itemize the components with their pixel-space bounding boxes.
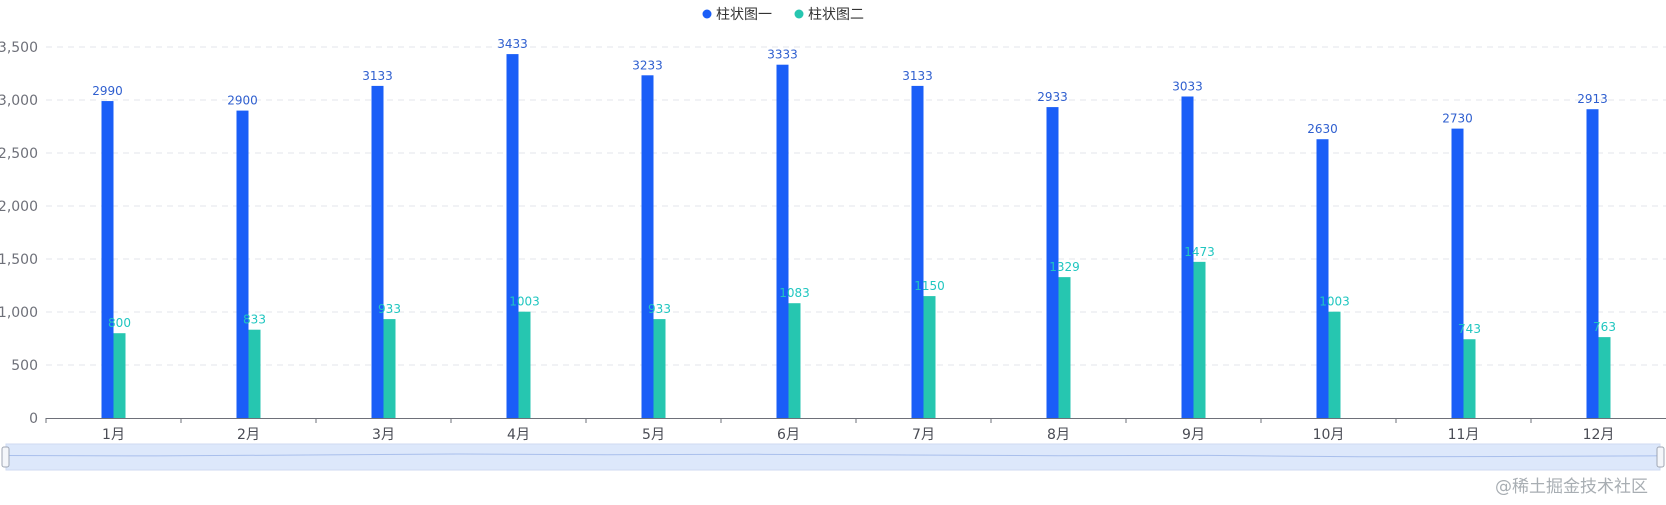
data-label-series-1: 3233 xyxy=(632,58,663,72)
x-tick-label: 2月 xyxy=(237,427,260,443)
x-tick-label: 5月 xyxy=(642,427,665,443)
data-label-series-1: 2913 xyxy=(1577,92,1608,106)
x-tick-label: 7月 xyxy=(912,427,935,443)
data-label-series-2: 1329 xyxy=(1049,260,1080,274)
bar-series-1[interactable] xyxy=(1181,96,1194,418)
x-tick-label: 12月 xyxy=(1583,427,1615,443)
bar-series-1[interactable] xyxy=(1586,109,1599,419)
data-label-series-1: 2900 xyxy=(227,94,258,108)
zoom-handle-right[interactable] xyxy=(1656,446,1665,468)
bar-series-1[interactable] xyxy=(641,75,654,418)
data-label-series-2: 800 xyxy=(108,316,131,330)
watermark: @稀土掘金技术社区 xyxy=(1495,477,1648,497)
bar-series-2[interactable] xyxy=(788,303,801,418)
legend-marker xyxy=(702,9,712,19)
y-tick-label: 1,000 xyxy=(0,305,38,321)
bar-series-1[interactable] xyxy=(236,110,249,418)
bars xyxy=(101,54,1611,419)
data-zoom-slider[interactable] xyxy=(1,443,1665,471)
bar-series-2[interactable] xyxy=(1463,339,1476,418)
bar-series-2[interactable] xyxy=(923,296,936,418)
data-label-series-2: 833 xyxy=(243,313,266,327)
data-label-series-2: 933 xyxy=(648,302,671,316)
bar-series-2[interactable] xyxy=(1193,261,1206,418)
data-label-series-1: 2730 xyxy=(1442,112,1473,126)
data-label-series-1: 2990 xyxy=(92,84,123,98)
y-tick-label: 1,500 xyxy=(0,252,38,268)
data-labels: 2990 800 2900 833 3133 933 3433 1003 3233 933 3333… xyxy=(92,37,1616,336)
x-tick-label: 4月 xyxy=(507,427,530,443)
y-tick-label: 3,500 xyxy=(0,40,38,56)
bar-series-2[interactable] xyxy=(1328,311,1341,418)
bar-series-2[interactable] xyxy=(113,333,126,418)
y-tick-label: 2,500 xyxy=(0,146,38,162)
legend-marker xyxy=(794,9,804,19)
data-label-series-2: 1150 xyxy=(914,279,945,293)
legend-label: 柱状图一 xyxy=(716,7,772,23)
data-label-series-2: 1473 xyxy=(1184,245,1215,259)
y-tick-label: 500 xyxy=(11,358,38,374)
bar-series-1[interactable] xyxy=(1451,128,1464,418)
x-tick-label: 8月 xyxy=(1047,427,1070,443)
x-axis: 1月 2月 3月 4月 5月 6月 7月 8月 9月 10月 11月 12月 xyxy=(45,418,1666,443)
bar-series-2[interactable] xyxy=(248,329,261,418)
bar-series-1[interactable] xyxy=(1046,107,1059,419)
bar-series-1[interactable] xyxy=(506,54,519,419)
y-axis: 0 500 1,000 1,500 2,000 2,500 3,000 3,500 xyxy=(0,40,38,427)
x-tick-label: 3月 xyxy=(372,427,395,443)
legend-item-1[interactable]: 柱状图一 xyxy=(702,7,773,23)
y-tick-label: 3,000 xyxy=(0,93,38,109)
data-label-series-1: 3133 xyxy=(362,69,393,83)
x-tick-label: 9月 xyxy=(1182,427,1205,443)
bar-series-2[interactable] xyxy=(1058,277,1071,418)
bar-series-2[interactable] xyxy=(518,311,531,418)
bar-series-2[interactable] xyxy=(1598,337,1611,418)
data-label-series-2: 763 xyxy=(1593,320,1616,334)
data-label-series-2: 933 xyxy=(378,302,401,316)
data-label-series-1: 3033 xyxy=(1172,80,1203,94)
data-label-series-1: 3133 xyxy=(902,69,933,83)
legend-label: 柱状图二 xyxy=(808,7,864,23)
data-label-series-2: 1003 xyxy=(509,295,540,309)
bar-series-1[interactable] xyxy=(1316,139,1329,418)
zoom-preview-line xyxy=(5,453,1661,458)
x-tick-label: 11月 xyxy=(1448,427,1480,443)
x-tick-label: 6月 xyxy=(777,427,800,443)
bar-series-2[interactable] xyxy=(653,319,666,418)
data-label-series-2: 743 xyxy=(1458,322,1481,336)
grid-lines xyxy=(46,46,1666,366)
legend[interactable]: 柱状图一 柱状图二 xyxy=(702,7,865,23)
y-tick-label: 0 xyxy=(29,411,38,427)
bar-series-1[interactable] xyxy=(776,64,789,419)
data-label-series-1: 2933 xyxy=(1037,90,1068,104)
x-tick-label: 1月 xyxy=(102,427,125,443)
data-label-series-1: 2630 xyxy=(1307,122,1338,136)
bar-series-1[interactable] xyxy=(911,85,924,418)
bar-series-1[interactable] xyxy=(371,85,384,418)
data-label-series-1: 3433 xyxy=(497,37,528,51)
y-tick-label: 2,000 xyxy=(0,199,38,215)
data-label-series-2: 1083 xyxy=(779,286,810,300)
zoom-handle-left[interactable] xyxy=(1,446,10,468)
data-label-series-1: 3333 xyxy=(767,48,798,62)
data-label-series-2: 1003 xyxy=(1319,295,1350,309)
legend-item-2[interactable]: 柱状图二 xyxy=(794,7,865,23)
bar-series-2[interactable] xyxy=(383,319,396,418)
bar-series-1[interactable] xyxy=(101,101,114,418)
x-tick-label: 10月 xyxy=(1313,427,1345,443)
